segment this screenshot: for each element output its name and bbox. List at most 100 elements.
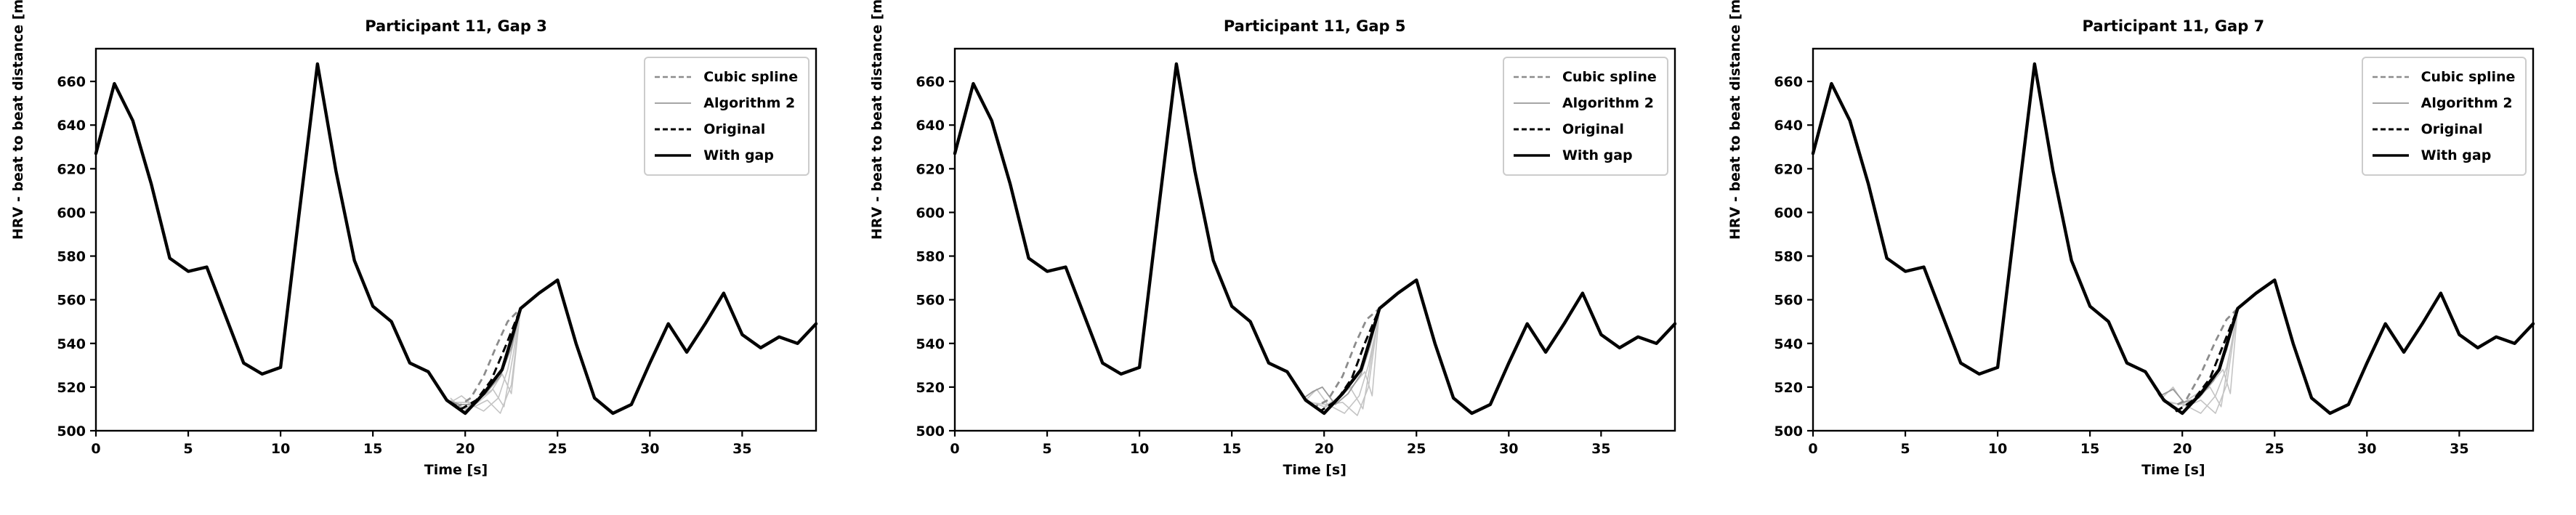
x-tick-label: 5 [1901,441,1910,457]
legend-line-sample-gray-solid [2372,102,2409,104]
x-tick-label: 25 [2265,441,2284,457]
plot-canvas: 0 5 10 15 20 25 30 35 500 520 540 560 580 600 620 640 66… [57,47,818,457]
y-tick-label: 640 [57,118,86,134]
legend-line-sample-gray-dashed [1513,76,1550,78]
y-tick-label: 500 [916,423,945,439]
x-tick-label: 10 [1988,441,2007,457]
x-tick-label: 10 [1130,441,1149,457]
axes-frame [953,47,1676,432]
y-tick-label: 580 [916,249,945,265]
axes-frame [1812,47,2535,432]
y-tick-label: 640 [916,118,945,134]
y-tick-label: 540 [57,336,86,352]
y-tick-label: 520 [1774,380,1804,396]
x-tick-label: 0 [950,441,959,457]
y-tick-label: 560 [57,293,86,309]
x-tick-label: 15 [1222,441,1241,457]
legend-line-sample-black-solid [2372,154,2409,157]
y-tick-label: 520 [57,380,86,396]
x-tick-label: 0 [1809,441,1818,457]
y-tick-label: 620 [57,161,86,177]
legend-line-sample-gray-solid [1513,102,1550,104]
legend-label: Original [703,121,766,137]
y-tick-label: 560 [916,293,945,309]
legend-label: Algorithm 2 [2420,95,2513,111]
y-tick-label: 660 [1774,74,1804,90]
legend-line-sample-black-dashed [655,128,692,131]
y-tick-label: 520 [916,380,945,396]
legend: Cubic spline Algorithm 2 Original With gap [644,57,810,176]
legend-line-sample-black-dashed [1513,128,1550,131]
x-tick-label: 0 [91,441,100,457]
series-algorithm2 [1303,308,1380,405]
y-tick-label: 600 [1774,205,1804,221]
x-tick-label: 30 [640,441,659,457]
legend-item-original: Original [654,116,798,142]
x-tick-label: 25 [548,441,567,457]
series-with-gap [94,62,818,415]
y-tick-label: 560 [1774,293,1804,309]
x-tick-label: 35 [2450,441,2468,457]
subplot-title: Participant 11, Gap 3 [365,17,547,35]
legend-item-cubic-spline: Cubic spline [654,64,798,90]
x-tick-label: 20 [456,441,475,457]
plot-canvas: 0 5 10 15 20 25 30 35 500 520 540 560 580 600 620 640 66… [1774,47,2535,457]
legend-line-sample-gray-dashed [2372,76,2409,78]
series-algorithm2-run [1304,308,1380,416]
legend-label: With gap [1562,147,1633,163]
y-tick-label: 540 [1774,336,1804,352]
x-tick-label: 5 [183,441,193,457]
legend-line-sample-black-solid [655,154,692,157]
x-axis-label: Time [s] [2141,462,2205,478]
series-algorithm2-run [1307,308,1380,414]
legend: Cubic spline Algorithm 2 Original With gap [1502,57,1668,176]
series-algorithm2-run [2164,308,2239,414]
legend-item-with-gap: With gap [1513,142,1657,169]
subplot-gap-5: Participant 11, Gap 5 HRV - beat to beat… [859,0,1718,515]
y-tick-label: 500 [57,423,86,439]
y-tick-label: 580 [1774,249,1804,265]
legend-label: Cubic spline [2420,69,2516,85]
legend-item-with-gap: With gap [654,142,798,169]
legend-line-sample-black-solid [1513,154,1550,157]
x-tick-label: 15 [2080,441,2099,457]
legend-item-cubic-spline: Cubic spline [1513,64,1657,90]
y-tick-label: 660 [916,74,945,90]
x-tick-label: 5 [1042,441,1051,457]
legend-label: Algorithm 2 [703,95,796,111]
legend-line-sample-gray-dashed [655,76,692,78]
y-tick-label: 600 [57,205,86,221]
series-with-gap [953,62,1676,415]
legend-label: Original [1562,121,1624,137]
legend-label: Cubic spline [703,69,799,85]
legend-item-cubic-spline: Cubic spline [2372,64,2516,90]
legend-line-sample-black-dashed [2372,128,2409,131]
y-tick-label: 620 [916,161,945,177]
x-tick-label: 20 [2173,441,2192,457]
y-tick-label: 600 [916,205,945,221]
x-tick-label: 10 [271,441,290,457]
x-axis-label: Time [s] [1283,462,1346,478]
plot-canvas: 0 5 10 15 20 25 30 35 500 520 540 560 580 600 620 640 66… [916,47,1676,457]
series-algorithm2-run [2162,308,2239,414]
x-tick-label: 35 [1591,441,1610,457]
x-tick-label: 30 [1499,441,1518,457]
y-tick-label: 640 [1774,118,1804,134]
legend-item-algorithm-2: Algorithm 2 [2372,90,2516,116]
legend-item-algorithm-2: Algorithm 2 [654,90,798,116]
series-algorithm2-run [450,308,522,414]
x-tick-label: 30 [2357,441,2376,457]
subplot-title: Participant 11, Gap 5 [1223,17,1406,35]
y-tick-label: 500 [1774,423,1804,439]
subplot-gap-3: Participant 11, Gap 3 HRV - beat to beat… [0,0,859,515]
y-tick-label: 540 [916,336,945,352]
x-tick-label: 35 [732,441,751,457]
y-tick-label: 660 [57,74,86,90]
legend-item-with-gap: With gap [2372,142,2516,169]
axes-frame [94,47,817,432]
legend: Cubic spline Algorithm 2 Original With gap [2361,57,2527,176]
subplot-title: Participant 11, Gap 7 [2082,17,2265,35]
y-tick-label: 620 [1774,161,1804,177]
x-tick-label: 20 [1315,441,1333,457]
